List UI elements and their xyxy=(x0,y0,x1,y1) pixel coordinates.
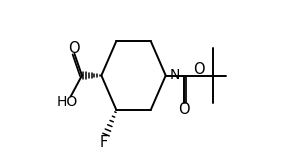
Text: O: O xyxy=(68,41,80,56)
Text: N: N xyxy=(169,68,180,82)
Text: O: O xyxy=(178,102,190,117)
Text: HO: HO xyxy=(57,95,78,109)
Text: F: F xyxy=(100,135,108,150)
Text: O: O xyxy=(193,62,205,77)
